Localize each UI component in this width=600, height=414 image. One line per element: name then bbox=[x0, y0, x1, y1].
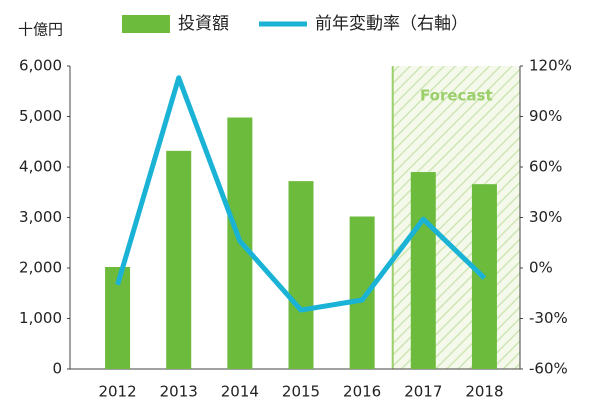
legend-label: 投資額 bbox=[178, 14, 229, 34]
y-tick-label: 2,000 bbox=[19, 259, 62, 277]
y2-tick-label: 90% bbox=[529, 107, 562, 125]
y2-tick-label: 120% bbox=[529, 57, 572, 75]
x-tick-label: 2017 bbox=[404, 383, 442, 401]
bar bbox=[349, 216, 375, 369]
y-tick-label: 4,000 bbox=[19, 158, 62, 176]
y-unit: 十億円 bbox=[18, 21, 63, 39]
y2-tick-label: -30% bbox=[529, 309, 568, 327]
bar bbox=[288, 181, 314, 369]
x-tick-label: 2014 bbox=[221, 383, 259, 401]
y2-tick-label: 60% bbox=[529, 158, 562, 176]
x-tick-label: 2012 bbox=[98, 383, 136, 401]
y2-tick-label: 0% bbox=[529, 259, 553, 277]
y-tick-label: 6,000 bbox=[19, 57, 62, 75]
y-tick-label: 5,000 bbox=[19, 107, 62, 125]
x-tick-label: 2015 bbox=[282, 383, 320, 401]
x-tick-label: 2016 bbox=[343, 383, 381, 401]
legend-swatch bbox=[122, 15, 170, 33]
y-tick-label: 0 bbox=[52, 360, 62, 378]
y2-tick-label: 30% bbox=[529, 208, 562, 226]
line bbox=[115, 75, 487, 313]
y-tick-label: 3,000 bbox=[19, 208, 62, 226]
y-tick-label: 1,000 bbox=[19, 309, 62, 327]
x-tick-label: 2013 bbox=[160, 383, 198, 401]
legend-label: 前年変動率（右軸） bbox=[315, 14, 468, 34]
bar bbox=[166, 150, 192, 369]
forecast-label: Forecast bbox=[420, 87, 493, 105]
x-tick-label: 2018 bbox=[465, 383, 503, 401]
y2-tick-label: -60% bbox=[529, 360, 568, 378]
bar bbox=[410, 172, 436, 369]
